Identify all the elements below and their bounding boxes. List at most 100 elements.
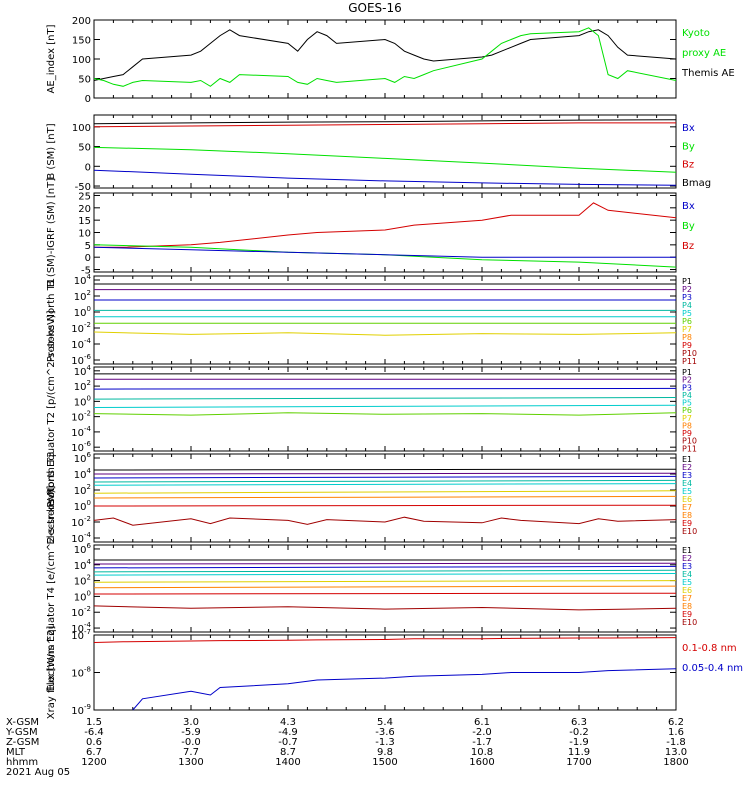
x-axis-row-label: X-GSM [6,717,39,728]
x-axis-value: 1600 [469,757,494,768]
legend-entry: Bz [682,241,694,252]
series-line [93,472,677,475]
legend-entry: E5 [682,487,692,496]
y-tick-label: 102 [74,289,91,303]
legend-entry: E9 [682,519,692,528]
legend-entry: P5 [682,399,692,408]
y-tick-label: 0 [85,94,91,105]
y-tick-label: 106 [74,542,92,556]
series-line [93,479,677,483]
panel-2: 100 50 0 -50 B (SM) [nT] Bx By Bz Bmag [46,114,711,193]
y-tick-label: 10-8 [71,666,91,680]
series-line [93,637,677,643]
legend-entry: P2 [682,285,692,294]
x-axis-value: 1.6 [668,727,684,738]
legend-entry: P6 [682,406,692,415]
x-axis-value: 4.3 [280,717,296,728]
series-line [93,605,677,611]
y-tick-label: 100 [72,123,91,134]
y-tick-label: 104 [74,558,92,572]
series-line [93,397,677,400]
x-axis-value: 1700 [566,757,591,768]
legend-entry: E4 [682,479,692,488]
series-line [93,404,677,408]
x-axis-value: -0.0 [181,737,201,748]
series-line [93,475,677,479]
legend-entry: E4 [682,570,692,579]
x-axis-value: -3.6 [375,727,395,738]
series-line [93,592,677,595]
legend-entry: E8 [682,602,692,611]
series-line [93,585,677,589]
series-line [93,122,676,128]
legend-entry: E1 [682,455,692,464]
series-line [93,29,677,81]
y-tick-label: 50 [78,143,91,154]
legend-entry: By [682,221,695,232]
series-line [93,562,677,565]
legend-entry: E6 [682,495,692,504]
x-axis-value: -4.9 [278,727,298,738]
y-tick-label: 100 [74,499,91,513]
x-axis-value: -1.9 [569,737,589,748]
x-axis-value: 10.8 [471,747,493,758]
legend-entry: E9 [682,610,692,619]
y-tick-label: 200 [72,16,91,27]
series-line [93,331,677,336]
y-axis-label: Protons Equator T2 [p/(cm^2-s-sr-keV)] [46,310,57,507]
legend-entry: E8 [682,511,692,520]
legend-entry: E10 [682,527,697,536]
y-axis-label: AE_index [nT] [46,24,57,93]
series-line [93,246,676,258]
x-axis-value: 0.6 [86,737,102,748]
series-line [93,387,677,390]
series-line [93,119,677,125]
y-tick-label: 102 [74,483,91,497]
legend-entry: E5 [682,578,692,587]
legend-entry: P2 [682,376,692,385]
x-axis-value: -1.8 [666,737,686,748]
x-axis-value: 1500 [372,757,397,768]
y-tick-label: 20 [78,204,91,215]
x-axis-value: -0.7 [278,737,298,748]
y-tick-label: 50 [78,75,91,86]
series-line [93,169,677,186]
y-tick-label: 102 [74,379,91,393]
legend-entry: P10 [682,349,697,358]
x-axis-value: 1200 [81,757,106,768]
legend-entry: Bx [682,123,695,134]
y-tick-label: 15 [78,216,91,227]
y-tick-label: 10-4 [71,621,91,635]
legend-entry: P1 [682,368,692,377]
legend-entry: P5 [682,309,692,318]
x-axis-value: 3.0 [183,717,199,728]
y-tick-label: 10 [78,229,91,240]
y-tick-label: 10-2 [71,321,91,335]
x-axis-value: -0.2 [569,727,589,738]
series-line [93,244,677,268]
panel-frame [93,544,677,633]
series-line [93,565,677,569]
legend-entry: Bz [682,160,694,171]
date-label: 2021 Aug 05 [6,767,70,778]
x-axis-value: 6.1 [474,717,490,728]
y-tick-label: 5 [85,241,91,252]
x-axis-value: 7.7 [183,747,199,758]
y-tick-label: 10-2 [71,605,91,619]
x-axis-value: 6.7 [86,747,102,758]
panel-1: 200 150 100 50 0 AE_index [nT] Kyoto proxy AE Th… [46,16,735,105]
legend-entry: 0.05-0.4 nm [682,663,743,674]
legend-entry: Kyoto [682,28,710,39]
y-tick-label: 106 [74,451,92,465]
x-axis-value: 6.2 [668,717,684,728]
x-axis-row-label: MLT [6,747,26,758]
x-axis-value: 9.8 [377,747,393,758]
y-tick-label: 100 [74,305,91,319]
x-axis-value: 1300 [178,757,203,768]
x-axis-value: 1.5 [86,717,102,728]
x-axis-value: -6.4 [84,727,104,738]
x-axis-value: 5.4 [377,717,393,728]
